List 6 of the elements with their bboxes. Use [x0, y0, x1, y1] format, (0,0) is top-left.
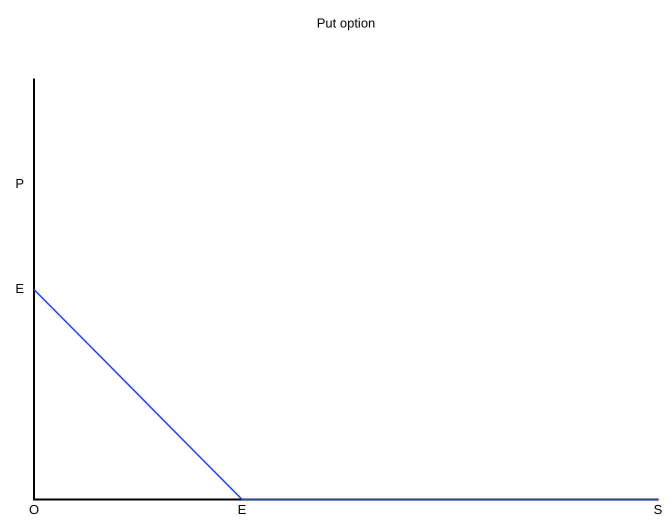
text: E: [15, 281, 24, 296]
x-tick-label: E: [238, 502, 247, 517]
chart-title: Put option: [316, 15, 376, 30]
text: P: [15, 176, 24, 192]
x-tick-label: S: [654, 502, 663, 517]
x-tick-label: O: [28, 502, 40, 517]
